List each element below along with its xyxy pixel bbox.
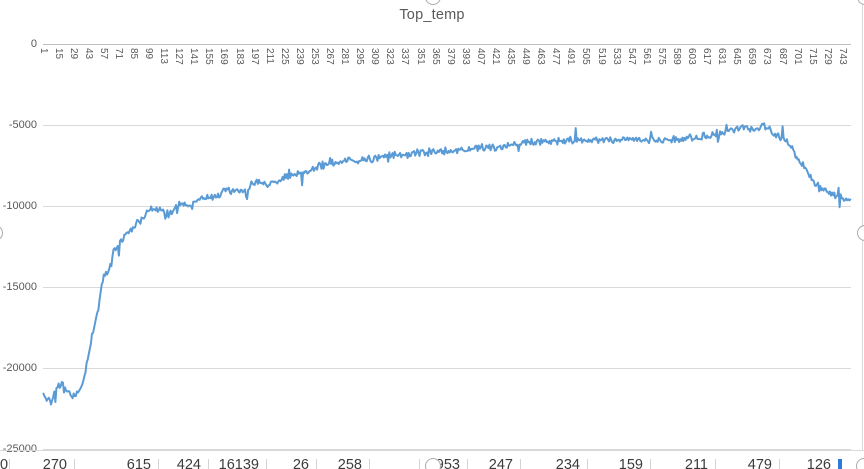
sheet-cell[interactable]: 211 [651,459,716,469]
sheet-cell[interactable]: 258 [317,459,370,469]
sheet-cell[interactable]: 953 [420,459,468,469]
resize-handle-bottom-right[interactable] [856,458,864,469]
chart-title[interactable]: Top_temp [399,7,465,23]
sheet-cell[interactable]: 479 [716,459,780,469]
sheet-cell[interactable]: 270 [10,459,75,469]
sheet-cell[interactable]: 159 [588,459,651,469]
sheet-cell[interactable]: 26 [267,459,317,469]
sheet-cell[interactable] [370,459,420,469]
resize-handle-bottom-center[interactable] [425,458,441,469]
y-tick-label: -10000 [2,200,37,212]
series-line[interactable] [42,122,852,406]
y-tick-label: -20000 [2,362,37,374]
y-tick-label: -25000 [2,443,37,455]
sheet-cell[interactable]: 16139 [209,459,267,469]
sheet-cell-selected[interactable]: 126 [780,459,842,469]
gridline [43,368,851,369]
gridline [43,287,851,288]
gridline [43,125,851,126]
gridline [43,449,851,450]
sheet-cell[interactable]: 615 [75,459,159,469]
x-axis-line [43,44,851,45]
y-tick-label: 0 [30,38,37,50]
sheet-cell[interactable]: 234 [521,459,588,469]
gridline [43,206,851,207]
sheet-cell[interactable]: 0 [0,459,10,469]
y-tick-label: -15000 [2,281,37,293]
chart-border-bottom [0,450,864,451]
sheet-cell[interactable]: 247 [468,459,521,469]
y-tick-label: -5000 [8,119,37,131]
sheet-cell[interactable]: 424 [159,459,209,469]
